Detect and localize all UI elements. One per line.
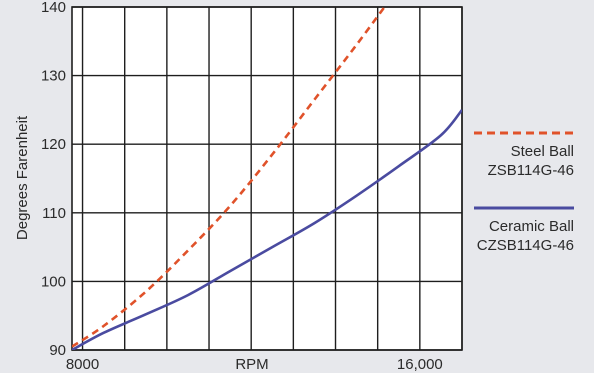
legend-label-1-1: CZSB114G-46 (477, 237, 574, 254)
legend-label-0-0: Steel Ball (511, 143, 574, 160)
series-line-1 (72, 109, 462, 350)
legend-label-0-1: ZSB114G-46 (488, 162, 574, 179)
x-tick-labels: 8000 16,000 (66, 356, 443, 373)
y-axis-label: Degrees Farenheit (14, 115, 31, 240)
y-tick-label-0: 90 (49, 342, 66, 359)
y-tick-label-5: 140 (41, 0, 66, 16)
x-tick-label-1: 16,000 (397, 356, 443, 373)
grid (71, 6, 463, 351)
legend-label-1-0: Ceramic Ball (489, 218, 574, 235)
plot-area (72, 7, 462, 350)
x-axis-label: RPM (235, 356, 268, 373)
series-line-0 (72, 7, 387, 348)
plot-border (71, 6, 463, 351)
y-tick-label-4: 130 (41, 68, 66, 85)
series-lines (72, 7, 462, 350)
y-tick-label-2: 110 (42, 205, 66, 222)
y-tick-label-1: 100 (41, 273, 66, 290)
y-tick-labels: 90 100 110 120 130 140 (41, 0, 66, 359)
y-tick-label-3: 120 (41, 136, 66, 153)
legend: Steel Ball ZSB114G-46 Ceramic Ball CZSB114G… (474, 131, 574, 254)
x-tick-label-0: 8000 (66, 356, 99, 373)
